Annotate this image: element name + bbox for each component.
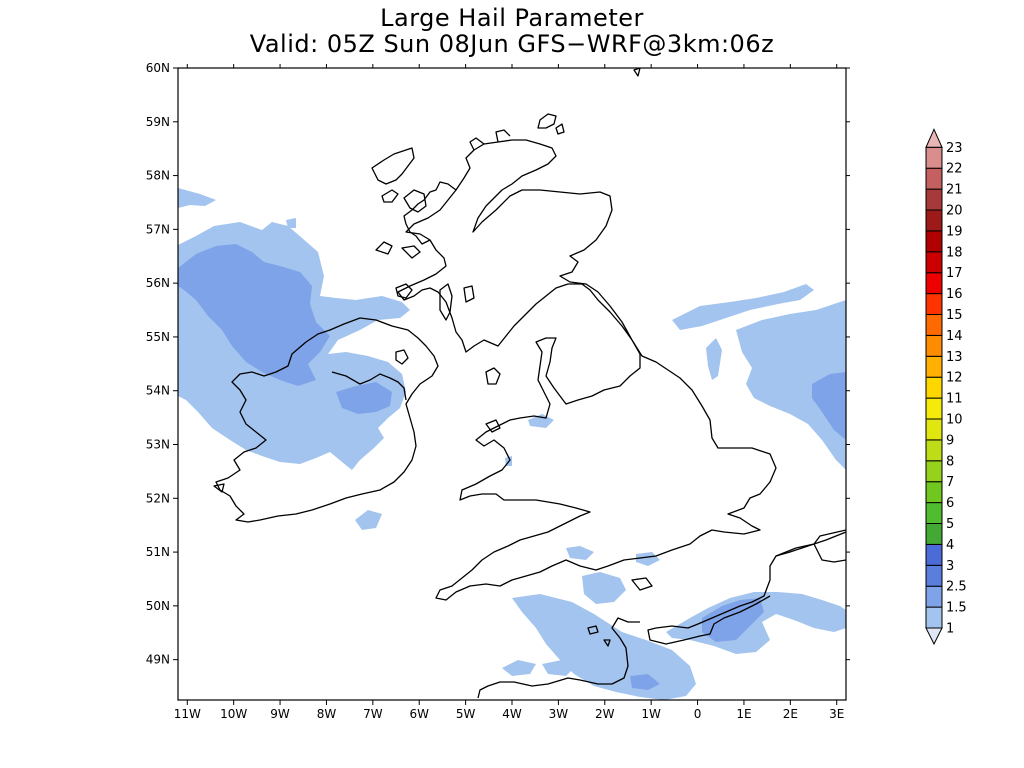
lon-tick-label: 5W	[456, 707, 476, 721]
lon-tick-label: 1W	[641, 707, 661, 721]
colorbar-swatch	[925, 293, 943, 316]
lon-tick-label: 0	[694, 707, 702, 721]
latitude-axis: 60N 59N 58N 57N 56N 55N 54N 53N 52N 51N 50N 49N	[146, 61, 850, 667]
coast-skye	[403, 189, 427, 213]
colorbar-label: 21	[946, 183, 963, 198]
lat-tick-label: 59N	[146, 115, 170, 129]
colorbar-swatch	[925, 523, 943, 545]
lat-tick-label: 50N	[146, 599, 170, 613]
colorbar-label: 4	[946, 538, 954, 553]
lon-tick-label: 10W	[220, 707, 247, 721]
colorbar-swatch	[925, 585, 943, 608]
colorbar-swatch	[925, 397, 943, 420]
lat-tick-label: 58N	[146, 169, 170, 183]
colorbar-label: 11	[946, 392, 963, 407]
colorbar-label: 22	[946, 162, 963, 177]
lon-tick-label: 7W	[363, 707, 383, 721]
coast-france	[647, 531, 846, 645]
colorbar-label: 17	[946, 266, 963, 281]
colorbar-label: 8	[946, 454, 954, 469]
colorbar-label: 20	[946, 204, 963, 219]
lon-tick-label: 6W	[409, 707, 429, 721]
colorbar-label: 3	[946, 559, 954, 574]
lon-tick-label: 9W	[270, 707, 290, 721]
colorbar-swatch	[925, 146, 943, 169]
colorbar-label: 6	[946, 496, 954, 511]
colorbar-label: 7	[946, 475, 954, 490]
longitude-axis: 11W 10W 9W 8W 7W 6W 5W 4W 3W 2W 1W 0 1E 2E 3E	[174, 64, 844, 721]
colorbar-swatch	[925, 188, 943, 211]
colorbar-swatch	[925, 439, 943, 462]
colorbar-swatch	[925, 376, 943, 399]
colorbar-swatch	[925, 502, 943, 525]
border-northern-ireland	[331, 371, 407, 401]
lon-tick-label: 1E	[736, 707, 751, 721]
colorbar-swatch	[925, 209, 943, 232]
lat-tick-label: 56N	[146, 276, 170, 290]
lat-tick-label: 51N	[146, 545, 170, 559]
colorbar-swatch	[925, 334, 943, 357]
colorbar-label: 5	[946, 517, 954, 532]
colorbar-swatch	[925, 564, 943, 587]
colorbar-swatch	[925, 481, 943, 504]
lat-tick-label: 52N	[146, 491, 170, 505]
hail-field	[178, 188, 846, 700]
lat-tick-label: 53N	[146, 438, 170, 452]
lat-tick-label: 49N	[146, 653, 170, 667]
lon-tick-label: 8W	[317, 707, 337, 721]
lat-tick-label: 60N	[146, 61, 170, 75]
lon-tick-label: 2W	[595, 707, 615, 721]
coast-outer-hebrides	[371, 147, 415, 185]
colorbar-swatch	[925, 355, 943, 378]
colorbar-swatch	[925, 606, 943, 629]
colorbar-label: 16	[946, 287, 963, 302]
colorbar-swatch	[925, 251, 943, 274]
lat-tick-label: 55N	[146, 330, 170, 344]
colorbar-label: 1	[946, 622, 954, 637]
colorbar-label: 19	[946, 224, 963, 239]
colorbar-swatch	[925, 230, 943, 253]
colorbar-swatch	[925, 460, 943, 483]
colorbar-label: 9	[946, 433, 954, 448]
coast-great-britain	[397, 139, 777, 601]
colorbar-swatch	[925, 418, 943, 441]
colorbar-swatch	[925, 314, 943, 336]
coast-nw-scotland	[403, 181, 457, 245]
colorbar-swatch	[925, 167, 943, 190]
colorbar-label: 14	[946, 329, 963, 344]
coast-ireland	[215, 317, 439, 523]
lon-tick-label: 11W	[174, 707, 201, 721]
colorbar-label: 18	[946, 245, 963, 260]
colorbar-min-arrow	[925, 627, 943, 646]
colorbar-label: 15	[946, 308, 963, 323]
colorbar-swatch	[925, 272, 943, 295]
colorbar-label: 12	[946, 371, 963, 386]
coast-orkney	[537, 113, 557, 129]
colorbar-legend: 1 1.5 2.5 3 4 5 6 7 8 9 10 11 12 13 14 15 16 17 18 19 20 21 22…	[925, 128, 967, 646]
hail-field-level-1-5	[178, 244, 846, 690]
lon-tick-label: 4W	[502, 707, 522, 721]
colorbar-label: 13	[946, 350, 963, 365]
colorbar-label: 23	[946, 141, 963, 156]
map-subtitle: Valid: 05Z Sun 08Jun GFS−WRF@3km:06z	[249, 30, 775, 58]
colorbar-label: 1.5	[946, 601, 967, 616]
colorbar-label: 2.5	[946, 580, 967, 595]
map-title: Large Hail Parameter	[380, 4, 644, 32]
lon-tick-label: 3W	[549, 707, 569, 721]
colorbar-swatch	[925, 543, 943, 566]
colorbar-label: 10	[946, 413, 963, 428]
lat-tick-label: 54N	[146, 384, 170, 398]
lat-tick-label: 57N	[146, 222, 170, 236]
coast-isle-of-man	[485, 367, 501, 385]
border-belgium	[775, 529, 846, 557]
coastlines	[213, 68, 846, 699]
colorbar-max-arrow	[925, 128, 943, 148]
lon-tick-label: 2E	[783, 707, 798, 721]
lon-tick-label: 3E	[829, 707, 844, 721]
